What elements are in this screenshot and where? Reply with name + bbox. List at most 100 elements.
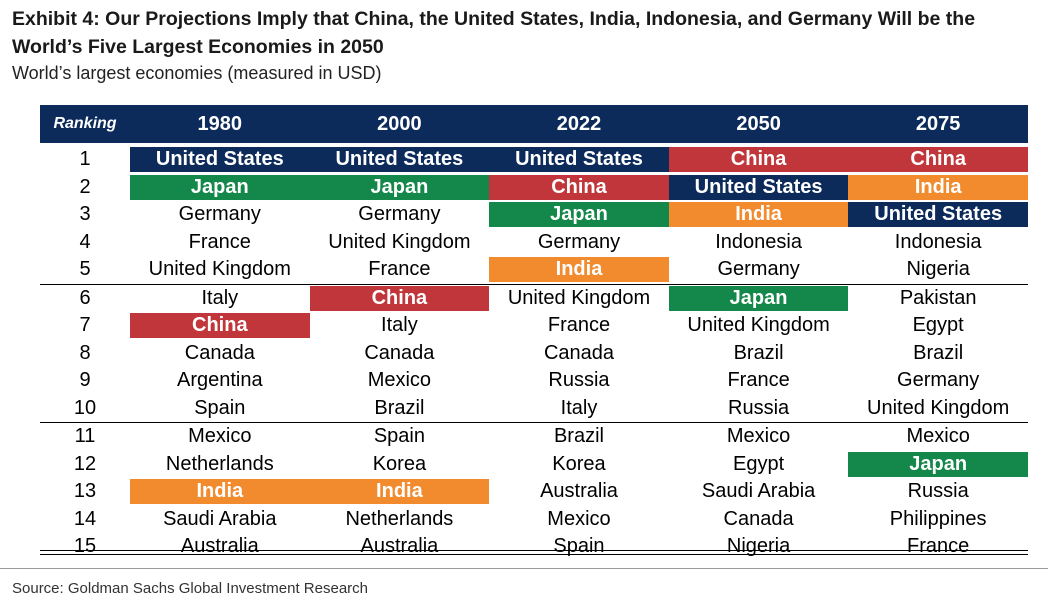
country-cell: Italy — [560, 396, 598, 419]
header-year-2000: 2000 — [377, 112, 422, 135]
country-cell: Nigeria — [726, 535, 791, 558]
country-cell: Indonesia — [894, 230, 982, 253]
country-cell: China — [668, 147, 849, 173]
table-row: 2 Japan Japan China United States India — [40, 174, 1028, 202]
country-cell: China — [848, 147, 1028, 173]
country-cell: United States — [668, 174, 849, 200]
country-cell: Russia — [548, 369, 610, 392]
table-body: 1 United States United States United States… — [40, 146, 1028, 561]
country-cell: France — [368, 258, 431, 281]
rank-cell: 15 — [73, 535, 97, 558]
table-bottom-rule — [40, 550, 1028, 551]
country-cell: Mexico — [906, 425, 970, 448]
table-row: 10 Spain Brazil Italy Russia United Kingdom — [40, 395, 1028, 423]
country-cell: United States — [309, 147, 490, 173]
country-cell: India — [848, 174, 1028, 200]
country-cell: Germany — [358, 203, 441, 226]
country-cell: Egypt — [912, 314, 964, 337]
country-cell: Mexico — [367, 369, 432, 392]
rank-cell: 6 — [79, 286, 91, 309]
rank-cell: 3 — [79, 203, 91, 226]
table-row: 5 United Kingdom France India Germany Nigeria — [40, 256, 1028, 284]
country-cell: Japan — [130, 174, 310, 200]
country-cell: Argentina — [176, 369, 263, 392]
country-cell: Saudi Arabia — [701, 480, 816, 503]
country-cell: Russia — [728, 396, 790, 419]
country-cell: United Kingdom — [507, 286, 651, 309]
rank-cell: 12 — [73, 452, 97, 475]
table-bottom-rule-2 — [40, 554, 1028, 555]
country-cell: Mexico — [188, 425, 252, 448]
country-cell: Netherlands — [165, 452, 274, 475]
country-cell: India — [668, 202, 849, 228]
country-cell: Spain — [553, 535, 605, 558]
country-cell: Nigeria — [906, 258, 970, 281]
rank-cell: 1 — [79, 148, 91, 171]
table-row: 3 Germany Germany Japan India United States — [40, 201, 1028, 229]
country-cell: United Kingdom — [148, 258, 291, 281]
country-cell: Brazil — [733, 341, 784, 364]
table-row: 8 Canada Canada Canada Brazil Brazil — [40, 340, 1028, 368]
country-cell: China — [130, 313, 310, 339]
header-year-2050: 2050 — [736, 112, 781, 135]
country-cell: Italy — [201, 286, 239, 309]
table-row: 12 Netherlands Korea Korea Egypt Japan — [40, 451, 1028, 479]
country-cell: France — [907, 535, 970, 558]
rank-cell: 7 — [79, 314, 91, 337]
rank-cell: 4 — [79, 230, 91, 253]
rank-cell: 5 — [79, 258, 91, 281]
country-cell: Japan — [489, 202, 669, 228]
header-year-1980: 1980 — [197, 112, 243, 135]
country-cell: Korea — [552, 452, 606, 475]
rank-cell: 10 — [73, 396, 97, 419]
country-cell: United Kingdom — [687, 314, 830, 337]
country-cell: Mexico — [547, 507, 611, 530]
country-cell: United States — [130, 147, 310, 173]
country-cell: Brazil — [374, 396, 425, 419]
country-cell: Netherlands — [345, 507, 454, 530]
country-cell: United States — [848, 202, 1028, 228]
table-row: 7 China Italy France United Kingdom Egypt — [40, 312, 1028, 340]
country-cell: Saudi Arabia — [163, 507, 277, 530]
country-cell: Canada — [723, 507, 794, 530]
country-cell: Brazil — [553, 425, 604, 448]
header-year-2022: 2022 — [556, 112, 602, 135]
footer-divider — [0, 568, 1048, 569]
table-row: 14 Saudi Arabia Netherlands Mexico Canada Phi… — [40, 506, 1028, 534]
country-cell: Australia — [540, 480, 618, 503]
country-cell: Germany — [897, 369, 980, 392]
country-cell: Indonesia — [715, 230, 802, 253]
country-cell: China — [489, 174, 669, 200]
rank-cell: 13 — [73, 480, 97, 503]
country-cell: France — [727, 369, 790, 392]
country-cell: Brazil — [913, 341, 964, 364]
country-cell: United Kingdom — [328, 230, 471, 253]
source-note: Source: Goldman Sachs Global Investment … — [12, 580, 369, 597]
rankings-table: Ranking 1980 2000 2022 2050 2075 1 United… — [40, 105, 1028, 561]
country-cell: Japan — [848, 451, 1028, 477]
country-cell: Australia — [360, 535, 439, 558]
table-header: Ranking 1980 2000 2022 2050 2075 — [40, 105, 1028, 143]
country-cell: Australia — [180, 535, 259, 558]
chart-subtitle: World’s largest economies (measured in U… — [12, 63, 382, 83]
country-cell: Mexico — [726, 425, 791, 448]
country-cell: Germany — [537, 230, 621, 253]
chart-title: Exhibit 4: Our Projections Imply that Ch… — [12, 8, 976, 58]
country-cell: Italy — [381, 314, 418, 337]
table-row: 13 India India Australia Saudi Arabia Russia — [40, 478, 1028, 506]
country-cell: Germany — [717, 258, 800, 281]
table-row: 4 France United Kingdom Germany Indonesia Ind… — [40, 229, 1028, 257]
table-row: 15 Australia Australia Spain Nigeria France — [40, 533, 1028, 561]
rank-cell: 9 — [79, 369, 91, 392]
country-cell: Egypt — [733, 452, 785, 475]
table-row: 11 Mexico Spain Brazil Mexico Mexico — [40, 422, 1028, 451]
country-cell: India — [489, 257, 669, 283]
country-cell: Canada — [364, 341, 435, 364]
country-cell: China — [309, 285, 490, 311]
country-cell: Korea — [372, 452, 427, 475]
rank-cell: 11 — [74, 425, 96, 448]
country-cell: France — [547, 314, 611, 337]
country-cell: France — [188, 230, 251, 253]
country-cell: Japan — [668, 285, 849, 311]
header-ranking: Ranking — [40, 115, 130, 133]
